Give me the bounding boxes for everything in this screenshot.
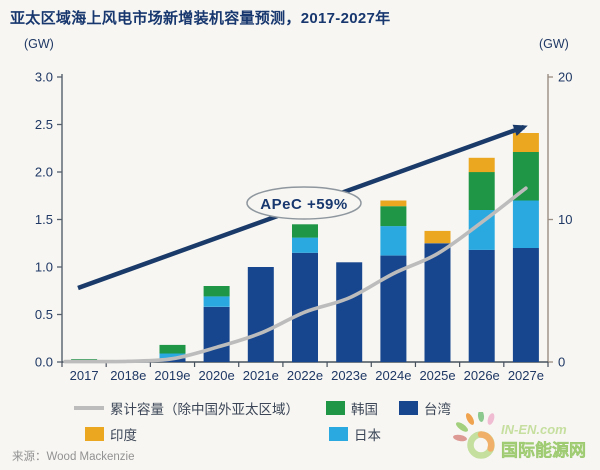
left-tick-label-2.0: 2.0 — [35, 165, 53, 180]
x-label-2023e: 2023e — [331, 368, 367, 383]
bar-2026e-korea — [468, 172, 495, 210]
bar-2020e-korea — [203, 286, 230, 297]
source-note: 来源：Wood Mackenzie — [12, 451, 135, 463]
bar-2024e-india — [380, 200, 407, 207]
right-tick-label-10: 10 — [558, 212, 572, 227]
bar-2022e-korea — [292, 224, 318, 238]
left-tick-label-1.0: 1.0 — [35, 260, 53, 275]
x-label-2026e: 2026e — [464, 368, 500, 383]
bar-2027e-japan — [512, 200, 539, 248]
cumulative-capacity-line — [63, 186, 528, 364]
x-label-2020e: 2020e — [199, 368, 235, 383]
annotation-ellipse — [246, 186, 362, 220]
bar-2024e-taiwan — [380, 255, 407, 362]
legend-label-india: 印度 — [110, 428, 137, 443]
legend-label-korea: 韩国 — [351, 402, 378, 417]
x-label-2022e: 2022e — [287, 368, 323, 383]
korea-swatch — [326, 401, 345, 415]
logo-text-en: IN-EN.com — [501, 422, 567, 437]
legend-label-japan: 日本 — [354, 428, 381, 443]
bar-2024e-korea — [380, 206, 407, 227]
legend-item-korea: 韩国 — [326, 398, 378, 418]
bar-2026e-taiwan — [468, 249, 495, 362]
x-label-2025e: 2025e — [419, 368, 455, 383]
bar-2025e-india — [424, 230, 451, 244]
right-tick-label-20: 20 — [558, 70, 572, 85]
bar-2027e-korea — [512, 152, 539, 201]
left-axis-unit: (GW) — [24, 37, 54, 51]
x-label-2024e: 2024e — [375, 368, 411, 383]
cumulative-line-swatch — [74, 406, 104, 410]
bar-2026e-india — [468, 157, 495, 173]
legend-label-taiwan: 台湾 — [424, 402, 451, 417]
x-label-2021e: 2021e — [243, 368, 279, 383]
right-axis-unit: (GW) — [539, 37, 569, 51]
bar-2027e-india — [512, 133, 539, 152]
bar-2027e-taiwan — [512, 248, 539, 362]
left-tick-label-3.0: 3.0 — [35, 70, 53, 85]
legend-label-cumulative: 累计容量（除中国外亚太区域） — [110, 402, 299, 417]
x-label-2018e: 2018e — [110, 368, 146, 383]
left-tick-label-1.5: 1.5 — [35, 212, 53, 227]
legend-item-taiwan: 台湾 — [399, 398, 451, 418]
left-tick-label-0.5: 0.5 — [35, 307, 53, 322]
annotation-label: APeC +59% — [260, 196, 347, 213]
bar-2021e-taiwan — [247, 267, 274, 362]
bar-2024e-japan — [380, 226, 407, 256]
legend-item-cumulative: 累计容量（除中国外亚太区域） — [74, 398, 299, 418]
logo-text-cn: 国际能源网 — [501, 440, 586, 460]
page-title: 亚太区域海上风电市场新增装机容量预测，2017-2027年 — [10, 10, 391, 27]
legend-item-japan: 日本 — [329, 424, 381, 444]
right-tick-label-0: 0 — [558, 355, 565, 370]
bar-2020e-japan — [203, 296, 230, 307]
legend-item-india: 印度 — [85, 424, 137, 444]
x-label-2027e: 2027e — [508, 368, 544, 383]
logo-sun-icon — [453, 412, 495, 459]
left-tick-label-2.5: 2.5 — [35, 117, 53, 132]
bar-2019e-korea — [159, 344, 186, 354]
bar-2019e-japan — [159, 353, 186, 359]
x-label-2019e: 2019e — [154, 368, 190, 383]
bar-2023e-taiwan — [336, 262, 363, 363]
taiwan-swatch — [399, 401, 418, 415]
left-tick-label-0.0: 0.0 — [35, 355, 53, 370]
india-swatch — [85, 427, 104, 441]
x-label-2017: 2017 — [70, 368, 99, 383]
bar-2025e-taiwan — [424, 243, 451, 363]
bar-2020e-taiwan — [203, 306, 230, 362]
japan-swatch — [329, 427, 348, 441]
bar-2022e-japan — [292, 237, 318, 253]
inen-logo: IN-EN.com 国际能源网 — [453, 412, 586, 460]
